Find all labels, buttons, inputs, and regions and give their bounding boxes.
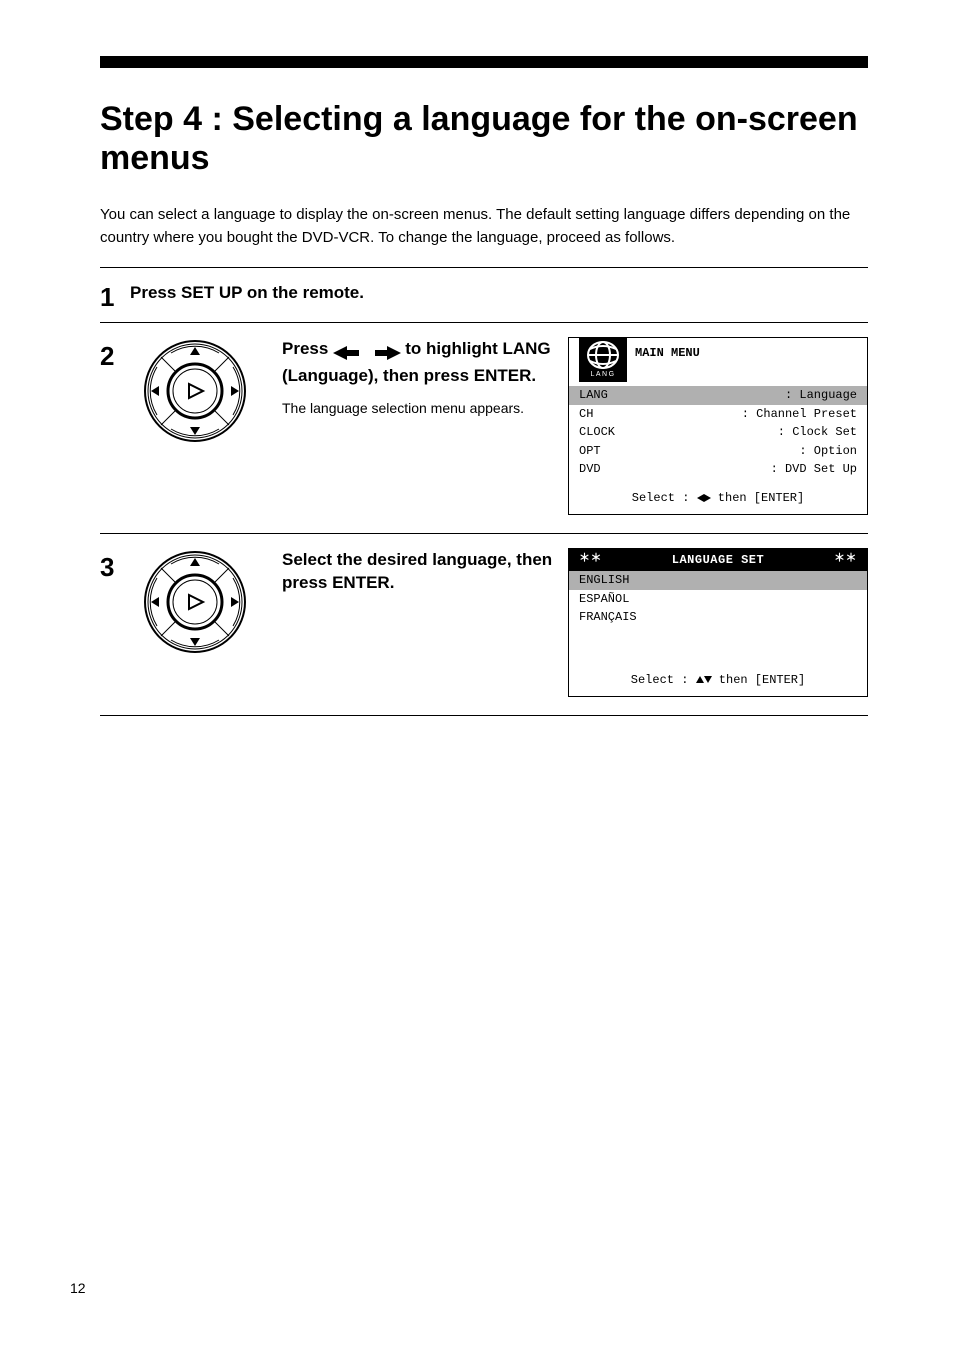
screen-title: MAIN MENU xyxy=(635,338,867,363)
menu-item: CLOCK : Clock Set xyxy=(569,423,867,442)
step-text: Press to highlight LANG (Language), then… xyxy=(260,337,558,514)
step-text: Press SET UP on the remote. xyxy=(130,282,450,305)
lang-globe-icon: LANG xyxy=(579,338,627,382)
step-row: 3 Select the de xyxy=(100,534,868,716)
step-subtext: The language selection menu appears. xyxy=(282,398,558,419)
step-row: 2 xyxy=(100,323,868,533)
lang-option: FRANÇAIS xyxy=(569,608,867,627)
menu-item-label: Language xyxy=(799,388,857,402)
screen-footer: Select : then [ENTER] xyxy=(569,667,867,694)
star-right-icon: ＊＊ xyxy=(834,551,857,568)
menu-item: OPT : Option xyxy=(569,442,867,461)
menu-item-code: OPT xyxy=(579,442,601,461)
page-heading: Step 4 : Selecting a language for the on… xyxy=(100,100,868,178)
page-number: 12 xyxy=(70,1280,86,1296)
dpad-icon xyxy=(141,548,249,656)
menu-item: DVD : DVD Set Up xyxy=(569,460,867,479)
arrow-right-icon xyxy=(375,340,401,364)
menu-item-code: DVD xyxy=(579,460,601,479)
intro-paragraph: You can select a language to display the… xyxy=(100,204,868,249)
menu-item-code: CLOCK xyxy=(579,423,615,442)
screen-title: LANGUAGE SET xyxy=(672,551,764,570)
menu-item: LANG : Language xyxy=(569,386,867,405)
triangle-right-icon xyxy=(704,494,711,502)
triangle-left-icon xyxy=(697,494,704,502)
screen-footer: Select : then [ENTER] xyxy=(569,485,867,512)
step-number: 2 xyxy=(100,337,130,514)
menu-item-label: Option xyxy=(814,444,857,458)
menu-item-code: LANG xyxy=(579,386,608,405)
tv-screen-menu: LANG MAIN MENU LANG : Language CH : Chan… xyxy=(568,337,868,514)
star-left-icon: ＊＊ xyxy=(579,551,602,568)
tv-screen-language: ＊＊ LANGUAGE SET ＊＊ ENGLISH ESPAÑOL FRANÇ… xyxy=(568,548,868,697)
step-number: 1 xyxy=(100,282,130,310)
screen-titlebar: ＊＊ LANGUAGE SET ＊＊ xyxy=(569,549,867,572)
menu-item-code: CH xyxy=(579,405,593,424)
dpad-icon xyxy=(141,337,249,445)
header-black-bar xyxy=(100,56,868,68)
lang-option: ENGLISH xyxy=(569,571,867,590)
menu-item-label: Channel Preset xyxy=(756,407,857,421)
menu-item-label: Clock Set xyxy=(792,425,857,439)
step-text-pre: Press xyxy=(282,339,333,358)
lang-icon-label: LANG xyxy=(590,370,615,381)
menu-item-label: DVD Set Up xyxy=(785,462,857,476)
arrow-left-icon xyxy=(333,340,359,364)
triangle-up-icon xyxy=(696,676,704,683)
step-row: 1 Press SET UP on the remote. xyxy=(100,268,868,323)
lang-option: ESPAÑOL xyxy=(569,590,867,609)
step-text: Select the desired language, then press … xyxy=(260,548,558,697)
triangle-down-icon xyxy=(704,676,712,683)
menu-item: CH : Channel Preset xyxy=(569,405,867,424)
step-number: 3 xyxy=(100,548,130,697)
